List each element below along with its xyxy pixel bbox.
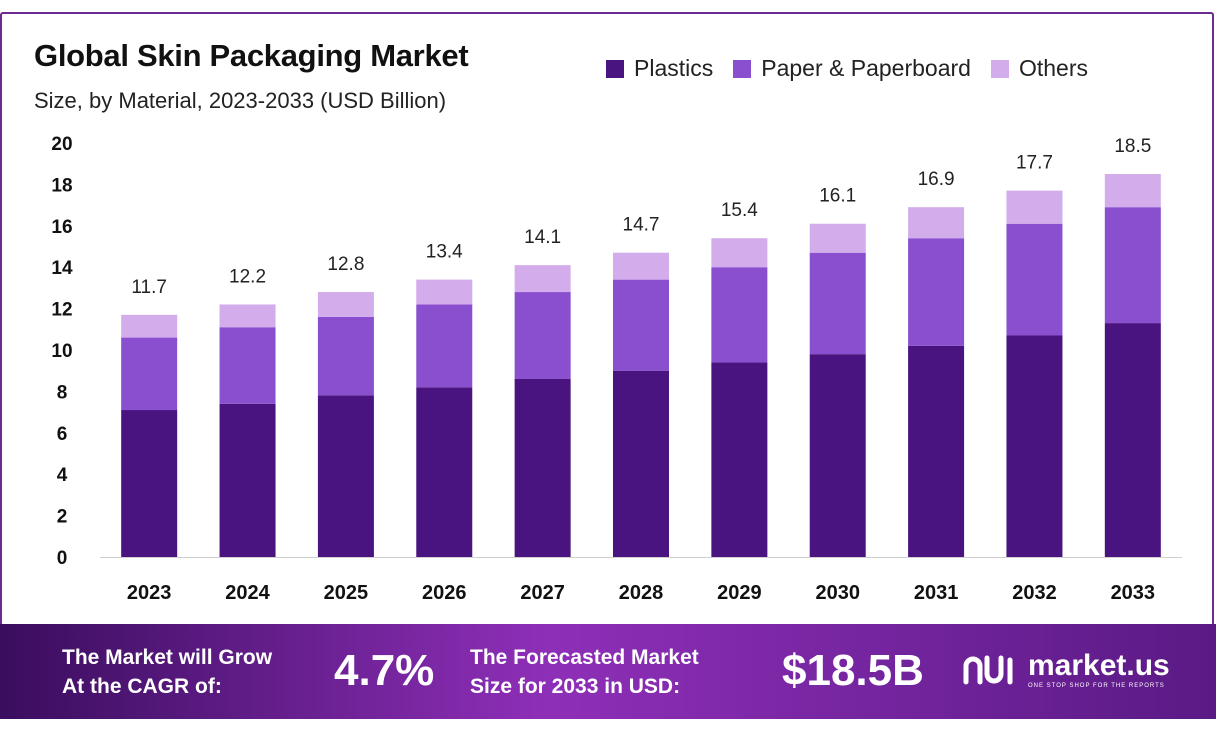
- y-tick-label: 8: [57, 382, 68, 403]
- legend-swatch-plastics: [606, 59, 624, 78]
- market-us-logo: market.us ONE STOP SHOP FOR THE REPORTS: [962, 651, 1170, 689]
- y-tick-label: 18: [51, 175, 72, 196]
- summary-footer: The Market will Grow At the CAGR of: 4.7…: [0, 624, 1216, 719]
- bar-segment-others: [416, 279, 473, 305]
- bar-segment-plastics: [1104, 323, 1161, 557]
- bar-total-label: 16.9: [918, 169, 955, 190]
- bar-segment-paper-paperboard: [1006, 223, 1063, 336]
- bar-segment-others: [121, 314, 178, 338]
- bar-segment-others: [908, 207, 965, 239]
- legend-label-plastics: Plastics: [634, 55, 714, 81]
- bar-segment-paper-paperboard: [1104, 207, 1161, 324]
- y-tick-label: 10: [51, 341, 72, 362]
- bar-segment-paper-paperboard: [317, 316, 374, 396]
- bar-segment-paper-paperboard: [908, 238, 965, 346]
- bar-segment-plastics: [711, 362, 768, 557]
- legend-item-paper: Paper & Paperboard: [733, 55, 971, 82]
- x-tick-label: 2033: [1111, 582, 1156, 604]
- cagr-value: 4.7%: [334, 646, 435, 695]
- bar-segment-others: [514, 265, 571, 293]
- forecast-label: The Forecasted Market Size for 2033 in U…: [470, 643, 699, 701]
- brand-tagline: ONE STOP SHOP FOR THE REPORTS: [1028, 683, 1165, 689]
- x-tick-label: 2031: [914, 582, 959, 604]
- bar-total-label: 17.7: [1016, 153, 1053, 174]
- bar-segment-others: [613, 252, 669, 280]
- bar-segment-plastics: [317, 395, 374, 557]
- bar-segment-others: [219, 304, 276, 328]
- legend-label-others: Others: [1018, 55, 1088, 81]
- bar-segment-others: [711, 238, 768, 268]
- forecast-value: $18.5B: [782, 646, 924, 695]
- x-tick-label: 2029: [717, 582, 762, 604]
- legend-item-others: Others: [990, 55, 1088, 82]
- bar-segment-paper-paperboard: [613, 279, 669, 371]
- y-tick-label: 16: [51, 217, 72, 238]
- bar-segment-plastics: [1006, 335, 1063, 557]
- y-tick-label: 0: [57, 548, 68, 569]
- brand-name: market.us: [1028, 649, 1170, 682]
- chart-legend: Plastics Paper & Paperboard Others: [606, 55, 1108, 82]
- y-tick-label: 2: [57, 507, 68, 528]
- bar-total-label: 14.7: [623, 215, 660, 236]
- bar-segment-paper-paperboard: [809, 252, 866, 355]
- bar-total-label: 11.7: [131, 277, 167, 298]
- cagr-label-line1: The Market will Grow: [62, 646, 273, 669]
- bar-segment-others: [1104, 174, 1161, 208]
- x-tick-label: 2030: [815, 582, 860, 604]
- y-tick-label: 6: [57, 424, 68, 445]
- bar-segment-plastics: [908, 345, 965, 557]
- bar-segment-plastics: [809, 354, 866, 557]
- market-us-logo-icon: [963, 655, 1013, 685]
- bar-total-label: 12.8: [327, 254, 364, 275]
- x-tick-label: 2023: [127, 582, 172, 604]
- forecast-label-line2: Size for 2033 in USD:: [470, 675, 681, 698]
- chart-title: Global Skin Packaging Market: [34, 38, 469, 73]
- bar-total-label: 18.5: [1114, 136, 1151, 157]
- cagr-label-line2: At the CAGR of:: [62, 675, 222, 698]
- legend-swatch-paper: [733, 59, 752, 78]
- chart-subtitle: Size, by Material, 2023-2033 (USD Billio…: [34, 88, 447, 113]
- bar-segment-plastics: [219, 403, 276, 557]
- y-tick-label: 12: [51, 300, 72, 321]
- bar-segment-plastics: [514, 378, 571, 557]
- bar-segment-plastics: [613, 370, 669, 557]
- legend-label-paper: Paper & Paperboard: [761, 55, 971, 81]
- bar-total-label: 14.1: [524, 227, 561, 248]
- x-tick-label: 2027: [520, 582, 565, 604]
- y-tick-label: 4: [57, 465, 68, 486]
- stacked-bar-chart: 0 2 4 6 8 10 12 14 16 18 20 11.7 2023 12.2 2024 12.8 202…: [51, 134, 1182, 604]
- bar-segment-paper-paperboard: [416, 304, 473, 388]
- bar-segment-others: [1006, 190, 1063, 224]
- bar-segment-paper-paperboard: [711, 267, 768, 363]
- x-tick-label: 2032: [1012, 582, 1057, 604]
- bar-segment-others: [317, 292, 374, 317]
- bar-total-label: 16.1: [819, 186, 856, 207]
- bar-segment-plastics: [121, 410, 178, 557]
- bar-segment-plastics: [416, 387, 473, 557]
- bar-total-label: 13.4: [426, 242, 463, 263]
- bar-total-label: 12.2: [229, 266, 266, 287]
- legend-item-plastics: Plastics: [606, 55, 713, 82]
- y-tick-label: 20: [51, 134, 72, 155]
- x-tick-label: 2028: [619, 582, 664, 604]
- forecast-label-line1: The Forecasted Market: [470, 646, 699, 669]
- bar-segment-others: [809, 223, 866, 253]
- cagr-label: The Market will Grow At the CAGR of:: [62, 643, 272, 701]
- bar-total-label: 15.4: [721, 200, 758, 221]
- x-tick-label: 2024: [225, 582, 270, 604]
- legend-swatch-others: [990, 59, 1009, 78]
- x-tick-label: 2026: [422, 582, 467, 604]
- bar-segment-paper-paperboard: [514, 292, 571, 379]
- x-tick-label: 2025: [324, 582, 369, 604]
- bar-segment-paper-paperboard: [219, 327, 276, 404]
- y-tick-label: 14: [51, 258, 73, 279]
- bar-segment-paper-paperboard: [121, 337, 178, 411]
